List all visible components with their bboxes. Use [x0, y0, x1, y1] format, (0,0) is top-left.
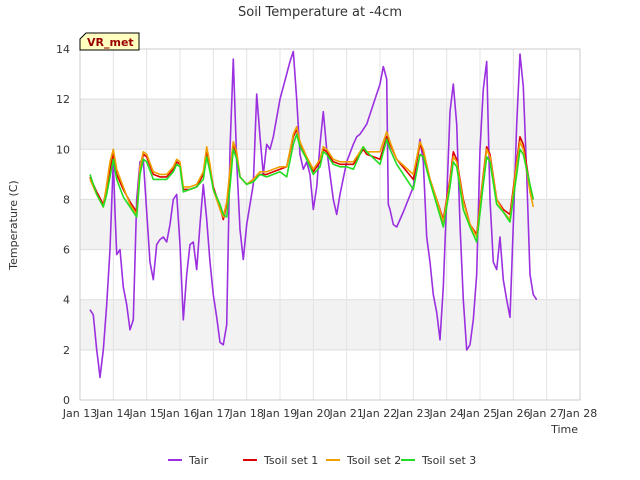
y-tick-label: 8	[63, 193, 70, 206]
x-axis-label: Time	[550, 423, 578, 436]
series-line-tsoil-set-3	[89, 133, 535, 243]
x-tick-label: Jan 17	[195, 407, 230, 420]
y-tick-label: 14	[56, 43, 70, 56]
x-tick-label: Jan 18	[228, 407, 263, 420]
station-label: VR_met	[87, 36, 134, 49]
series-line-tair	[89, 50, 538, 379]
y-tick-label: 6	[63, 244, 70, 257]
y-axis-label: Temperature (C)	[7, 180, 20, 270]
legend-label: Tsoil set 1	[263, 454, 318, 467]
x-tick-label: Jan 24	[428, 407, 463, 420]
plot-band	[80, 299, 580, 350]
x-tick-label: Jan 28	[562, 407, 597, 420]
series-line-tsoil-set-2	[89, 125, 535, 238]
chart-title: Soil Temperature at -4cm	[238, 5, 402, 20]
x-tick-label: Jan 15	[128, 407, 163, 420]
plot-band	[80, 349, 580, 400]
plot-band	[80, 199, 580, 250]
y-tick-label: 10	[56, 143, 70, 156]
y-tick-label: 0	[63, 394, 70, 407]
plot-band	[80, 49, 580, 100]
x-tick-label: Jan 16	[162, 407, 197, 420]
x-tick-label: Jan 23	[395, 407, 430, 420]
y-tick-label: 12	[56, 93, 70, 106]
legend-label: Tsoil set 3	[421, 454, 476, 467]
legend-label: Tsoil set 2	[346, 454, 401, 467]
x-tick-label: Jan 21	[328, 407, 363, 420]
x-tick-label: Jan 22	[362, 407, 397, 420]
x-tick-label: Jan 25	[462, 407, 497, 420]
y-tick-label: 4	[63, 294, 70, 307]
x-tick-label: Jan 14	[95, 407, 130, 420]
x-tick-label: Jan 20	[295, 407, 330, 420]
plot-band	[80, 249, 580, 300]
plot-band	[80, 99, 580, 150]
legend-label: Tair	[188, 454, 209, 467]
station-label-box: VR_met	[79, 32, 140, 51]
x-tick-label: Jan 13	[62, 407, 97, 420]
legend: Tair Tsoil set 1 Tsoil set 2 Tsoil set 3	[168, 454, 476, 467]
y-tick-label: 2	[63, 344, 70, 357]
x-tick-label: Jan 19	[262, 407, 297, 420]
x-tick-label: Jan 26	[495, 407, 530, 420]
plot-frame	[79, 48, 581, 401]
x-tick-label: Jan 27	[528, 407, 563, 420]
